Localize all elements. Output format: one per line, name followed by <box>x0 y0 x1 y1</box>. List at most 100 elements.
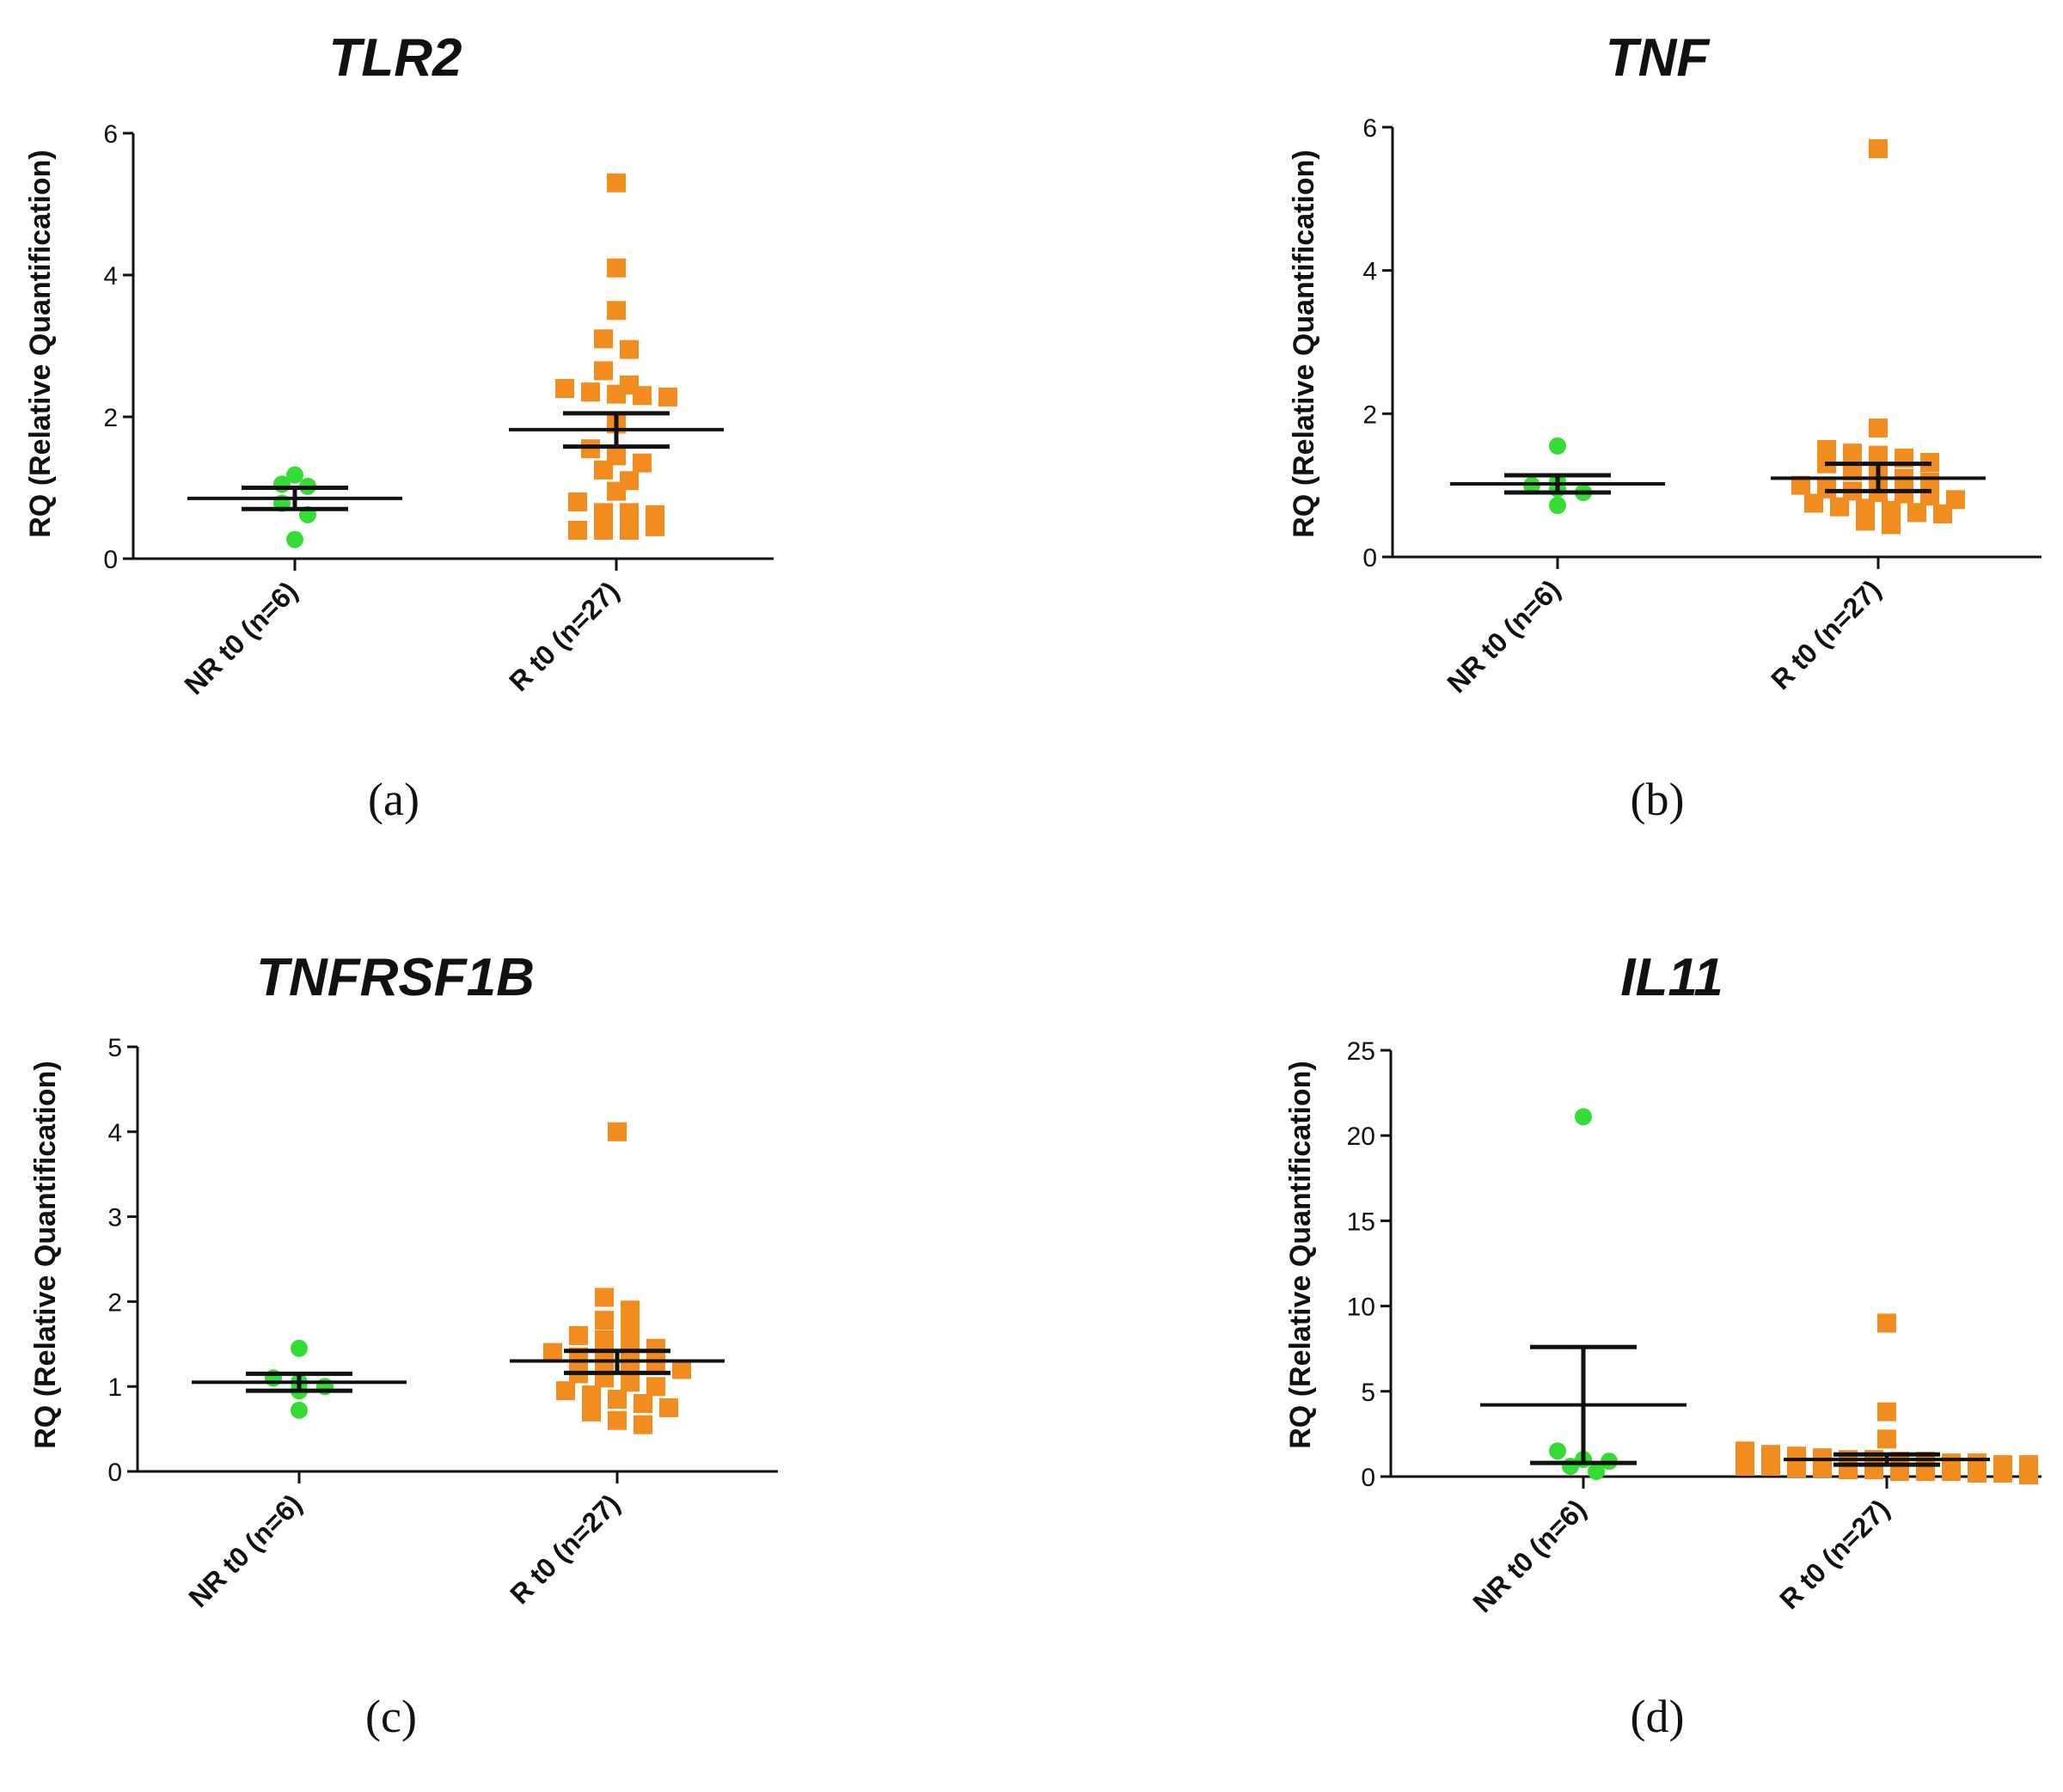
x-category-label: R t0 (n=27) <box>504 1488 626 1610</box>
data-point <box>620 503 639 523</box>
data-point <box>1946 490 1965 510</box>
data-point <box>646 517 664 536</box>
x-category-label: NR t0 (n=6) <box>1466 1493 1592 1618</box>
y-tick-label: 2 <box>103 404 118 432</box>
y-tick-label: 0 <box>1361 1464 1375 1492</box>
panel-c-axes: 0 1 2 3 4 5 NR t0 (n=6) R t0 (n=27) <box>107 1034 778 1613</box>
x-category-label: NR t0 (n=6) <box>182 1488 308 1613</box>
data-point <box>1877 1402 1896 1422</box>
data-point <box>569 1325 588 1345</box>
data-point <box>659 1398 678 1417</box>
y-tick-label: 2 <box>1362 401 1377 429</box>
x-category-label: R t0 (n=27) <box>1765 573 1887 695</box>
data-point <box>1877 1313 1896 1333</box>
data-point <box>1791 475 1810 495</box>
data-point <box>594 460 613 480</box>
data-point <box>1869 139 1888 158</box>
data-point <box>607 301 626 321</box>
y-tick-label: 2 <box>107 1288 122 1317</box>
panel-d: IL11 RQ (Relative Quantification) (d) 0 5… <box>1284 948 2042 1742</box>
data-point <box>286 530 303 548</box>
data-point <box>1895 484 1913 504</box>
y-tick-label: 4 <box>1362 258 1377 286</box>
data-point <box>1804 493 1823 513</box>
panel-a-marks <box>187 173 724 548</box>
panel-d-caption: (d) <box>1631 1691 1685 1742</box>
data-point <box>286 466 303 484</box>
x-category-label: R t0 (n=27) <box>1773 1493 1895 1615</box>
data-point <box>634 1415 652 1434</box>
y-tick-label: 6 <box>1362 114 1377 143</box>
data-point <box>633 386 652 406</box>
data-point <box>595 1287 614 1307</box>
panel-c-marks <box>192 1122 725 1434</box>
panel-b-title: TNF <box>1606 28 1711 88</box>
data-point <box>581 382 600 402</box>
data-point <box>1735 1457 1754 1477</box>
panel-d-marks <box>1480 1108 2038 1485</box>
panel-a-ylabel: RQ (Relative Quantification) <box>24 150 57 538</box>
data-point <box>607 258 626 278</box>
panel-c-ylabel: RQ (Relative Quantification) <box>29 1061 62 1449</box>
data-point <box>1933 505 1952 523</box>
y-tick-label: 0 <box>107 1459 122 1487</box>
data-point <box>1549 1442 1566 1460</box>
data-point <box>1907 503 1926 523</box>
data-point <box>1549 497 1566 514</box>
y-tick-label: 15 <box>1347 1208 1375 1236</box>
data-point <box>1882 515 1901 535</box>
panel-d-title: IL11 <box>1620 948 1723 1007</box>
data-point <box>607 481 626 501</box>
x-category-label: NR t0 (n=6) <box>178 575 303 700</box>
data-point <box>1813 1459 1832 1478</box>
panel-d-axes: 0 5 10 15 20 25 NR t0 (n=6) R t0 (n=27) <box>1347 1037 2042 1618</box>
panel-a-axes: 0 2 4 6 NR t0 (n=6) R t0 (n=27) <box>103 120 774 700</box>
data-point <box>582 1402 601 1422</box>
data-point <box>621 1300 640 1320</box>
data-point <box>594 503 613 523</box>
data-point <box>556 1381 575 1401</box>
data-point <box>1549 437 1566 455</box>
data-point <box>1735 1441 1754 1461</box>
panel-c-caption: (c) <box>365 1691 417 1742</box>
y-tick-label: 3 <box>107 1204 122 1232</box>
y-tick-label: 4 <box>107 1119 122 1147</box>
data-point <box>1787 1459 1806 1478</box>
data-point <box>634 1393 652 1413</box>
data-point <box>1993 1464 2012 1483</box>
y-tick-label: 6 <box>103 120 118 149</box>
data-point <box>273 475 291 493</box>
panel-a-caption: (a) <box>368 774 419 825</box>
y-tick-label: 4 <box>103 262 118 291</box>
data-point <box>608 1410 627 1430</box>
data-point <box>1830 497 1849 517</box>
data-point <box>291 1339 308 1357</box>
panel-d-ylabel: RQ (Relative Quantification) <box>1284 1061 1317 1449</box>
data-point <box>608 1390 627 1410</box>
data-point <box>1869 445 1888 465</box>
data-point <box>633 453 652 473</box>
data-point <box>1575 1108 1592 1126</box>
data-point <box>608 1122 627 1141</box>
data-point <box>595 1330 614 1349</box>
data-point <box>568 492 587 511</box>
data-point <box>1588 1463 1605 1481</box>
data-point <box>607 173 626 193</box>
x-category-label: NR t0 (n=6) <box>1441 573 1566 699</box>
panel-b: TNF RQ (Relative Quantification) (b) 0 2 4… <box>1288 28 2042 825</box>
panel-b-caption: (b) <box>1631 774 1685 825</box>
data-point <box>1817 440 1836 459</box>
y-tick-label: 25 <box>1347 1037 1375 1066</box>
data-point <box>620 339 639 359</box>
data-point <box>543 1342 562 1362</box>
panel-a: TLR2 RQ (Relative Quantification) (a) 0 2… <box>24 28 774 825</box>
data-point <box>1856 511 1875 531</box>
data-point <box>658 387 677 407</box>
data-point <box>568 521 587 540</box>
data-point <box>1877 1429 1896 1449</box>
panel-b-marks <box>1450 139 1986 535</box>
data-point <box>646 1338 665 1358</box>
data-point <box>1843 443 1862 463</box>
panel-b-ylabel: RQ (Relative Quantification) <box>1288 150 1320 538</box>
